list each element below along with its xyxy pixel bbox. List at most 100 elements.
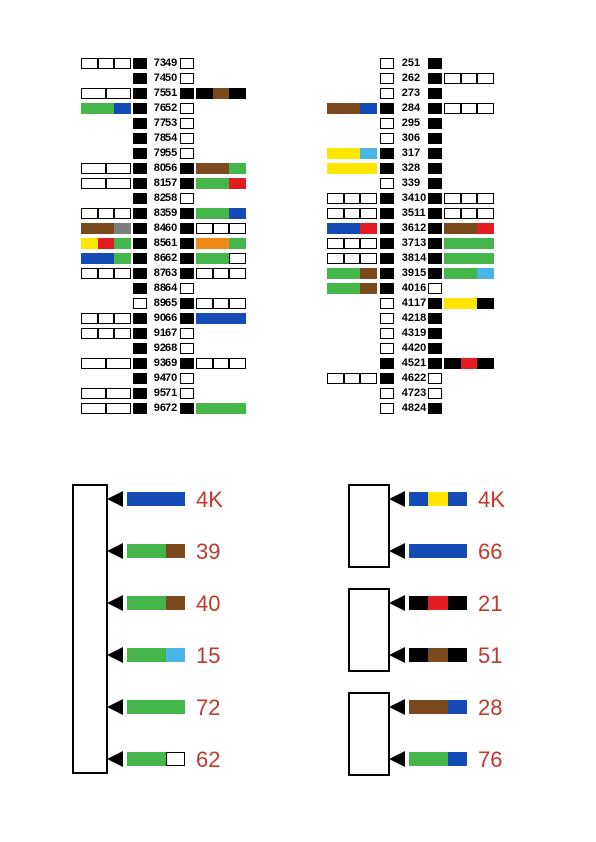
left-slot-l-86 bbox=[81, 253, 131, 264]
connector-arrow-3-0 bbox=[389, 699, 405, 715]
right-num-l-32: 32 bbox=[394, 162, 414, 174]
right-key-l-44 bbox=[380, 343, 394, 354]
left-slot-r-56 bbox=[196, 163, 246, 174]
left-slot-r-66 bbox=[196, 313, 246, 324]
left-key-l-74 bbox=[133, 73, 147, 84]
left-key-l-89 bbox=[133, 298, 147, 309]
right-num-l-40: 40 bbox=[394, 282, 414, 294]
left-num-l-77: 77 bbox=[146, 117, 166, 129]
right-key-r-21 bbox=[428, 358, 442, 369]
right-slot-l-46 bbox=[327, 373, 377, 384]
left-key-l-91 bbox=[133, 328, 147, 339]
left-key-r-59 bbox=[180, 208, 194, 219]
left-key-l-76 bbox=[133, 103, 147, 114]
connector-label-2-0: 21 bbox=[478, 591, 502, 617]
right-key-r-3 bbox=[428, 88, 442, 99]
right-key-r-2 bbox=[428, 73, 442, 84]
right-num-l-36: 36 bbox=[394, 222, 414, 234]
left-key-l-93 bbox=[133, 358, 147, 369]
left-num-l-86: 86 bbox=[146, 252, 166, 264]
right-key-l-28 bbox=[380, 103, 394, 114]
right-slot-l-34 bbox=[327, 193, 377, 204]
left-key-l-80 bbox=[133, 163, 147, 174]
connector-label-1-1: 66 bbox=[478, 539, 502, 565]
right-key-l-34 bbox=[380, 193, 394, 204]
left-key-r-55 bbox=[180, 148, 194, 159]
left-key-r-58 bbox=[180, 193, 194, 204]
left-num-l-84: 84 bbox=[146, 222, 166, 234]
right-key-l-41 bbox=[380, 298, 394, 309]
diagram-page: { "layout": { "top_y": 58, "row_h": 15, … bbox=[0, 0, 596, 842]
right-key-r-12 bbox=[428, 223, 442, 234]
left-key-l-75 bbox=[133, 88, 147, 99]
left-num-l-79: 79 bbox=[146, 147, 166, 159]
right-key-r-16 bbox=[428, 283, 442, 294]
connector-cable-0-3 bbox=[127, 648, 185, 662]
right-key-l-40 bbox=[380, 283, 394, 294]
left-key-l-79 bbox=[133, 148, 147, 159]
left-key-r-56 bbox=[180, 163, 194, 174]
left-key-r-68 bbox=[180, 343, 194, 354]
right-slot-r-15 bbox=[444, 268, 494, 279]
right-key-l-38 bbox=[380, 253, 394, 264]
right-slot-r-21 bbox=[444, 358, 494, 369]
connector-box-2 bbox=[348, 588, 390, 672]
left-key-l-78 bbox=[133, 133, 147, 144]
connector-label-0-1: 39 bbox=[196, 539, 220, 565]
right-key-l-29 bbox=[380, 118, 394, 129]
right-slot-r-13 bbox=[444, 238, 494, 249]
left-slot-l-87 bbox=[81, 268, 131, 279]
connector-cable-2-0 bbox=[409, 596, 467, 610]
connector-arrow-1-1 bbox=[389, 543, 405, 559]
right-slot-r-4 bbox=[444, 103, 494, 114]
connector-arrow-1-0 bbox=[389, 491, 405, 507]
left-key-l-92 bbox=[133, 343, 147, 354]
left-slot-l-96 bbox=[81, 403, 131, 414]
left-slot-l-73 bbox=[81, 58, 131, 69]
right-num-l-28: 28 bbox=[394, 102, 414, 114]
left-key-r-54 bbox=[180, 133, 194, 144]
connector-cable-0-1 bbox=[127, 544, 185, 558]
right-slot-l-38 bbox=[327, 253, 377, 264]
right-num-l-27: 27 bbox=[394, 87, 414, 99]
left-num-l-94: 94 bbox=[146, 372, 166, 384]
connector-cable-0-5 bbox=[127, 752, 185, 766]
left-key-l-84 bbox=[133, 223, 147, 234]
right-key-r-9 bbox=[428, 178, 442, 189]
right-key-l-45 bbox=[380, 358, 394, 369]
right-slot-r-12 bbox=[444, 223, 494, 234]
left-slot-l-81 bbox=[81, 178, 131, 189]
left-key-r-66 bbox=[180, 313, 194, 324]
left-key-r-72 bbox=[180, 403, 194, 414]
right-num-l-42: 42 bbox=[394, 312, 414, 324]
connector-label-3-1: 76 bbox=[478, 747, 502, 773]
right-num-l-33: 33 bbox=[394, 177, 414, 189]
left-slot-l-83 bbox=[81, 208, 131, 219]
connector-cable-2-1 bbox=[409, 648, 467, 662]
connector-cable-0-4 bbox=[127, 700, 185, 714]
left-key-l-83 bbox=[133, 208, 147, 219]
right-key-r-22 bbox=[428, 373, 442, 384]
right-key-l-46 bbox=[380, 373, 394, 384]
left-slot-r-69 bbox=[196, 358, 246, 369]
left-key-l-85 bbox=[133, 238, 147, 249]
left-slot-r-62 bbox=[196, 253, 246, 264]
right-slot-l-35 bbox=[327, 208, 377, 219]
left-num-l-92: 92 bbox=[146, 342, 166, 354]
left-num-l-95: 95 bbox=[146, 387, 166, 399]
connector-arrow-0-5 bbox=[107, 751, 123, 767]
right-num-l-35: 35 bbox=[394, 207, 414, 219]
left-slot-l-95 bbox=[81, 388, 131, 399]
connector-label-0-5: 62 bbox=[196, 747, 220, 773]
right-num-l-26: 26 bbox=[394, 72, 414, 84]
right-key-r-6 bbox=[428, 133, 442, 144]
left-key-r-61 bbox=[180, 238, 194, 249]
left-num-l-93: 93 bbox=[146, 357, 166, 369]
right-num-l-25: 25 bbox=[394, 57, 414, 69]
right-key-r-13 bbox=[428, 238, 442, 249]
connector-label-0-3: 15 bbox=[196, 643, 220, 669]
right-key-l-25 bbox=[380, 58, 394, 69]
connector-arrow-0-1 bbox=[107, 543, 123, 559]
left-slot-r-63 bbox=[196, 268, 246, 279]
left-slot-l-80 bbox=[81, 163, 131, 174]
